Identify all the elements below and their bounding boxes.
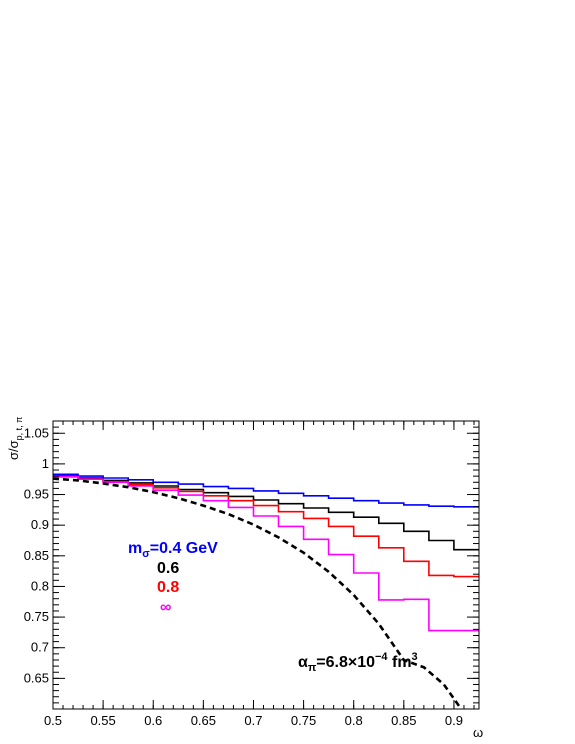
ticks-layer: 0.5 0.55 0.6 0.65 0.7 0.75 0.8 0.85 0.9 0.65 0.7 0.… (24, 420, 479, 728)
y-tick-label-2: 0.75 (24, 609, 49, 624)
legend-title-suffix: =0.4 GeV (150, 540, 218, 557)
annotation-sup: −4 (375, 651, 388, 663)
x-tick-label-3: 0.65 (191, 713, 216, 728)
x-tick-label-6: 0.8 (345, 713, 363, 728)
annotation-suffix: fm (388, 654, 412, 671)
x-tick-label-8: 0.9 (445, 713, 463, 728)
series-line-0 (53, 473, 479, 508)
series-layer (53, 473, 479, 707)
legend-entry-1: 0.8 (157, 579, 179, 596)
x-tick-label-5: 0.75 (291, 713, 316, 728)
legend-entry-2: ∞ (160, 599, 171, 616)
y-axis-title-main: σ/σ (6, 440, 21, 460)
x-tick-label-7: 0.85 (391, 713, 416, 728)
x-axis-title: ω (473, 725, 483, 740)
legend-entry-0: 0.6 (157, 560, 179, 577)
y-tick-label-3: 0.8 (31, 578, 49, 593)
legend: mσ=0.4 GeV 0.6 0.8 ∞ (128, 540, 218, 616)
y-tick-label-7: 1 (42, 456, 49, 471)
x-tick-label-0: 0.5 (44, 713, 62, 728)
axes-layer (52, 420, 480, 710)
annotation-alpha: απ=6.8×10−4 fm3 (298, 651, 418, 674)
y-tick-label-6: 0.95 (24, 487, 49, 502)
y-axis-title-sub: p, t, π (14, 417, 24, 441)
legend-title: mσ=0.4 GeV (128, 540, 218, 560)
y-tick-label-4: 0.85 (24, 548, 49, 563)
y-tick-label-5: 0.9 (31, 517, 49, 532)
series-line-4 (53, 477, 461, 707)
y-axis-title: σ/σp, t, π (6, 417, 24, 460)
annotation-mid: =6.8×10 (316, 654, 375, 671)
y-tick-label-1: 0.7 (31, 640, 49, 655)
series-line-3 (53, 476, 479, 632)
legend-title-prefix: m (128, 540, 142, 557)
x-tick-label-1: 0.55 (90, 713, 115, 728)
y-tick-label-8: 1.05 (24, 425, 49, 440)
annotation-prefix: α (298, 654, 308, 671)
annotation-sub: π (308, 662, 317, 674)
x-tick-label-2: 0.6 (144, 713, 162, 728)
plot-frame (52, 420, 480, 710)
y-tick-label-0: 0.65 (24, 670, 49, 685)
x-tick-label-4: 0.7 (244, 713, 262, 728)
annotation-sup2: 3 (412, 651, 418, 663)
legend-title-sub: σ (142, 548, 150, 560)
